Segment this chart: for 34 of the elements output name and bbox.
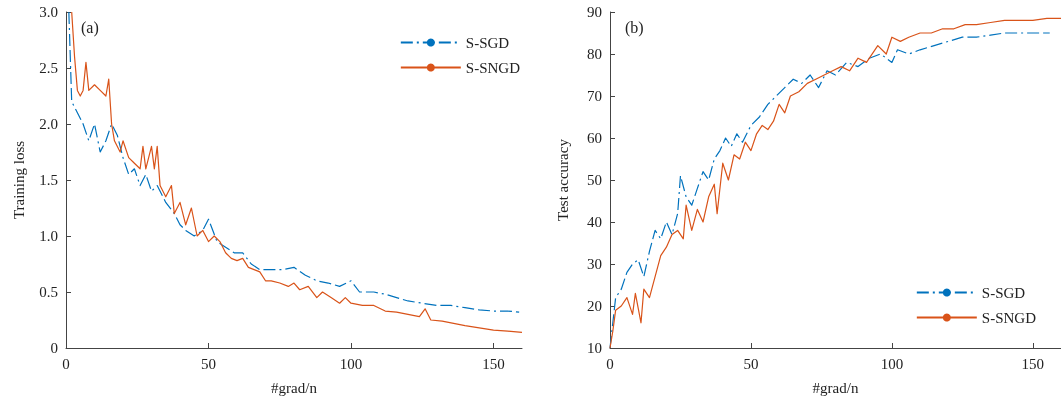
y-tick-label: 3.0 [39,4,58,20]
y-tick-label: 30 [587,256,602,272]
y-tick-label: 60 [587,130,602,146]
y-tick-label: 1.5 [39,172,58,188]
x-axis-title: #grad/n [812,379,859,396]
legend-label: S-SGD [981,284,1026,301]
x-tick-label: 50 [743,355,759,372]
x-tick-label: 50 [201,355,216,372]
legend-label: S-SNGD [465,59,521,76]
y-axis-title: Test accuracy [554,138,571,221]
y-tick-label: 70 [587,88,602,104]
y-tick-label: 90 [587,4,602,20]
y-tick-label: 1.0 [39,228,58,244]
y-tick-label: 10 [587,340,602,356]
y-tick-label: 80 [587,46,602,62]
y-tick-label: 0.5 [39,284,58,300]
x-tick-label: 100 [339,355,363,372]
x-tick-label: 0 [62,355,70,372]
x-tick-label: 100 [880,355,904,372]
x-tick-label: 150 [482,355,505,372]
x-tick-label: 0 [606,355,614,372]
y-tick-label: 50 [587,172,602,188]
x-tick-label: 150 [1021,355,1045,372]
y-tick-label: 2.0 [39,116,58,132]
y-tick-label: 40 [587,214,602,230]
legend-label: S-SNGD [981,309,1037,326]
x-axis-title: #grad/n [271,379,318,396]
y-tick-label: 0 [50,340,58,356]
y-tick-label: 20 [587,298,602,314]
y-tick-label: 2.5 [39,60,58,76]
chart-title: (a) [81,18,99,37]
chart-title: (b) [625,18,644,37]
legend-label: S-SGD [465,34,510,51]
y-axis-title: Training loss [10,140,27,220]
